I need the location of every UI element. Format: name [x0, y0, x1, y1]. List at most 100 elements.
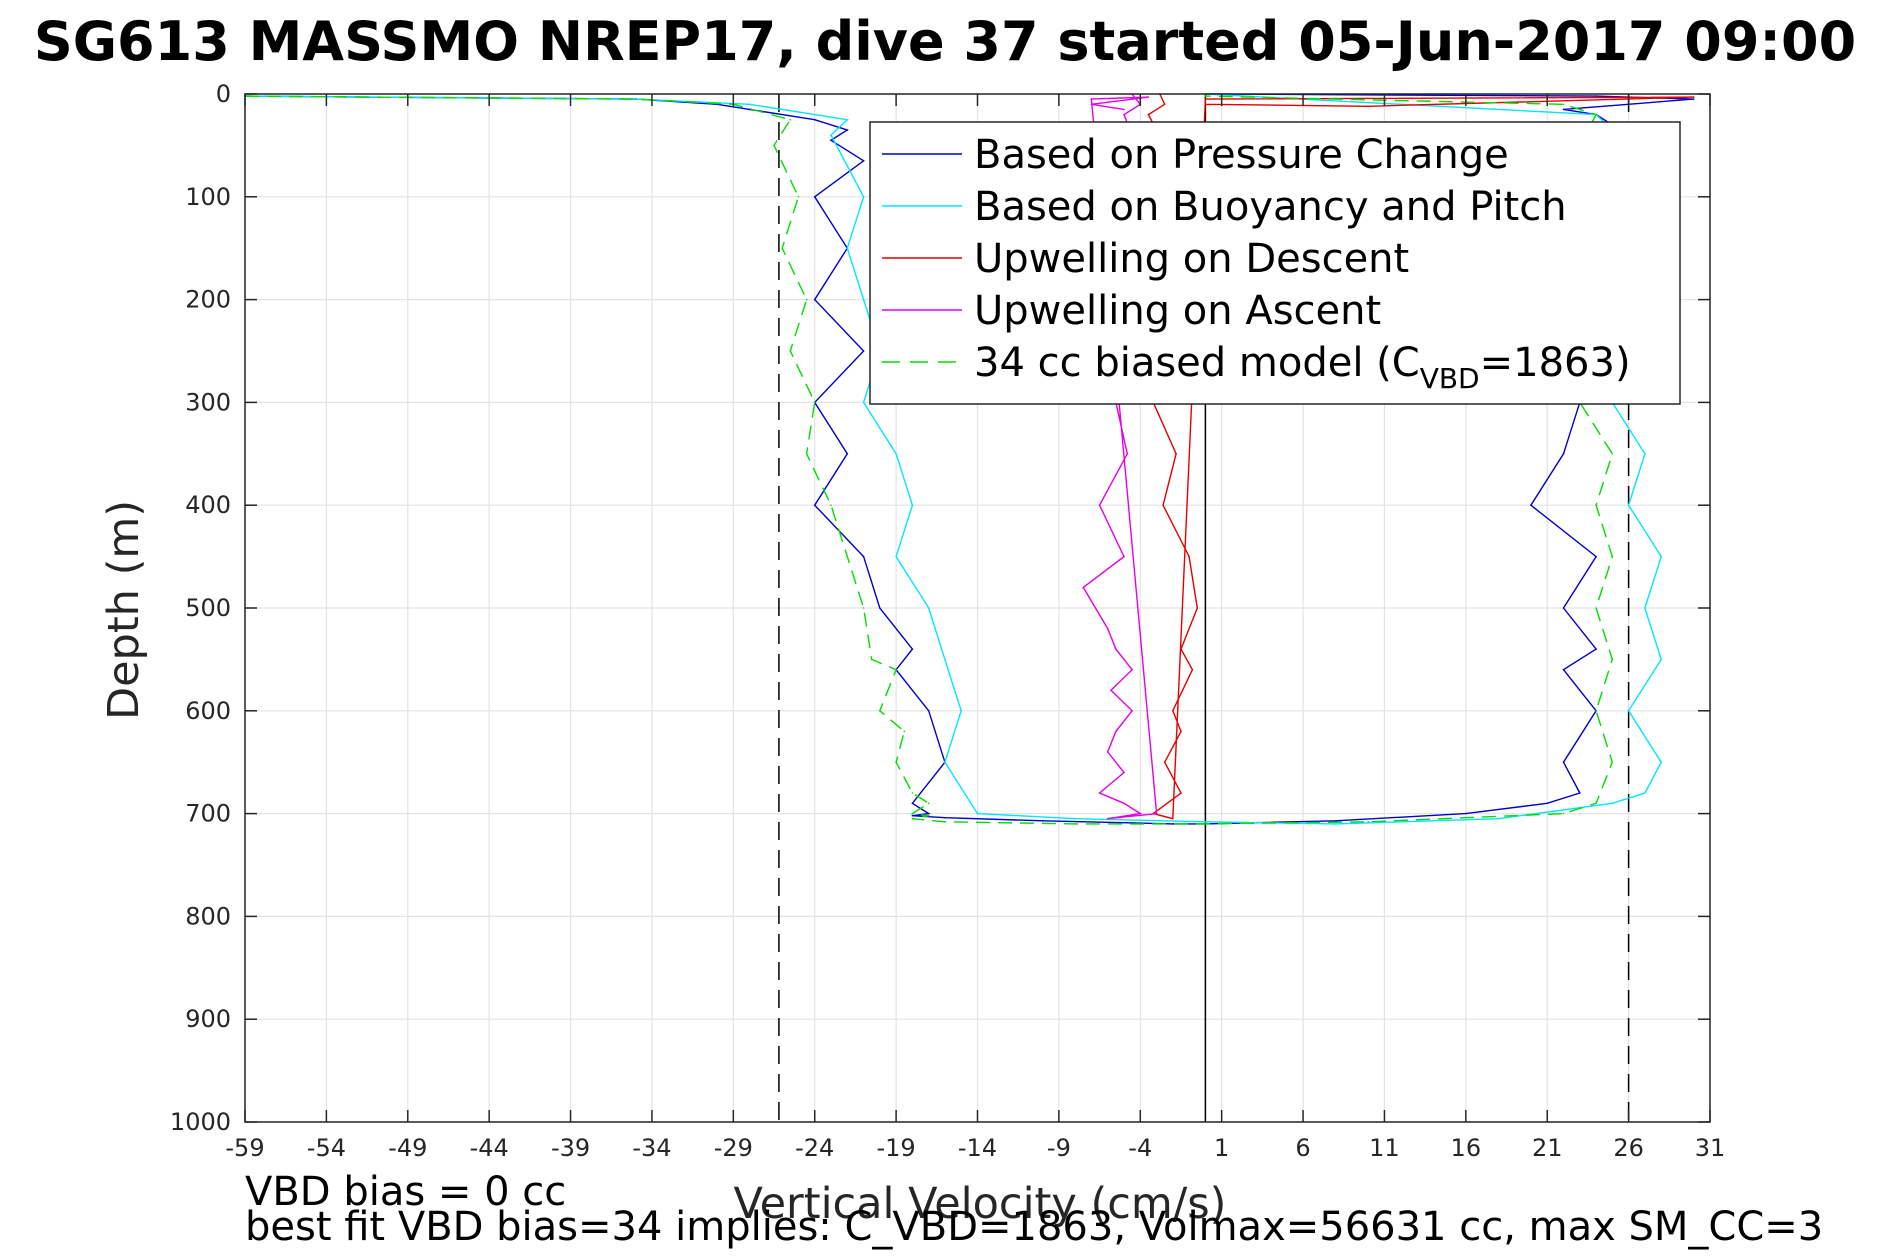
series-3-point	[1126, 453, 1129, 455]
y-tick-label: 600	[185, 697, 231, 725]
series-0-point	[1562, 607, 1565, 609]
series-0-point	[1562, 668, 1565, 671]
series-0-point	[846, 453, 849, 455]
series-4-point	[1204, 95, 1207, 97]
series-3-point	[1090, 98, 1093, 100]
series-3-point	[1123, 113, 1125, 116]
series-0-point	[911, 814, 914, 817]
series-1-point	[1611, 802, 1614, 805]
series-3-point	[1106, 627, 1109, 630]
series-1-point	[1627, 710, 1630, 712]
series-4-point	[927, 814, 930, 817]
y-tick-label: 700	[185, 800, 231, 828]
series-0-point	[830, 139, 832, 142]
x-tick-label: -34	[632, 1134, 671, 1162]
series-3-point	[1147, 96, 1150, 98]
series-0-point	[927, 812, 930, 815]
x-tick-label: -19	[877, 1134, 916, 1162]
series-2-point	[1191, 668, 1194, 671]
series-0-point	[927, 710, 930, 712]
legend-label-4: 34 cc biased model (CVBD=1863)	[974, 340, 1631, 395]
series-1-point	[895, 555, 897, 558]
series-1-point	[830, 134, 832, 136]
series-0-point	[1334, 820, 1337, 822]
series-4-point	[797, 196, 800, 198]
series-2-point	[1204, 98, 1207, 100]
series-2-point	[1172, 817, 1174, 820]
series-4-point	[1074, 823, 1076, 825]
series-line-3	[1082, 93, 1158, 820]
series-3-point	[1090, 103, 1093, 106]
series-0-point	[1546, 802, 1548, 805]
series-4-point	[634, 98, 637, 100]
series-0-point	[813, 298, 816, 301]
series-4-point	[862, 607, 865, 609]
series-0-point	[813, 118, 816, 121]
series-0-point	[911, 802, 914, 805]
series-3-point	[1131, 668, 1133, 671]
series-2-point	[1163, 103, 1166, 106]
series-0-point	[1692, 98, 1695, 100]
series-0-point	[1041, 820, 1044, 822]
legend-label-main: 34 cc biased model (C	[974, 340, 1420, 386]
series-4-point	[1595, 113, 1597, 116]
series-0-point	[1595, 95, 1597, 97]
series-4-point	[1611, 658, 1614, 661]
series-1-point	[1644, 792, 1646, 794]
series-1-point	[862, 298, 865, 301]
series-0-point	[1172, 823, 1174, 825]
series-4-point	[1595, 802, 1597, 805]
x-tick-label: 26	[1613, 1134, 1644, 1162]
series-1-point	[862, 196, 865, 198]
series-4-point	[895, 668, 897, 671]
x-tick-label: -54	[307, 1134, 346, 1162]
y-axis: 0 100 200 300 400 500 600 700 800 900 1000	[170, 80, 1710, 1136]
series-4-point	[1611, 555, 1614, 558]
x-tick-label: 21	[1532, 1134, 1563, 1162]
series-2-point	[1180, 792, 1182, 794]
x-tick-label: -44	[470, 1134, 509, 1162]
series-0-point	[879, 607, 881, 609]
series-4-point	[1595, 607, 1597, 609]
series-0-point	[1562, 453, 1565, 455]
series-1-point	[927, 607, 930, 609]
x-tick-label: 16	[1451, 1134, 1482, 1162]
series-3-point	[1098, 792, 1101, 794]
series-1-point	[846, 118, 849, 121]
series-3-point	[1098, 504, 1101, 507]
series-1-point	[1660, 658, 1662, 661]
series-4-point	[781, 247, 783, 249]
series-4-point	[1562, 103, 1565, 106]
x-axis: -59 -54 -49 -44 -39 -34 -29 -24 -19 -14 -9 -4 1 6 11 16…	[225, 94, 1725, 1162]
series-3-point	[1123, 555, 1125, 558]
series-2-point	[1147, 113, 1150, 116]
series-4-point	[805, 453, 808, 455]
series-1-point	[1644, 453, 1646, 455]
series-0-point	[911, 648, 914, 650]
series-4-point	[879, 710, 881, 712]
legend-label-end: =1863)	[1480, 340, 1631, 386]
series-1-point	[960, 710, 962, 712]
series-3-point	[1115, 648, 1117, 650]
series-2-point	[1180, 730, 1182, 733]
series-2-point	[1180, 648, 1182, 650]
series-4-point	[789, 350, 792, 352]
legend-label-1: Based on Buoyancy and Pitch	[974, 184, 1567, 230]
series-0-point	[1595, 555, 1597, 558]
legend-label-2: Upwelling on Descent	[974, 236, 1409, 282]
legend-label-3: Upwelling on Ascent	[974, 288, 1381, 334]
series-2-point	[1204, 103, 1207, 106]
y-tick-label: 200	[185, 286, 231, 314]
x-tick-label: -59	[225, 1134, 264, 1162]
series-2-point	[1196, 607, 1199, 609]
series-2-point	[1367, 105, 1369, 108]
x-tick-label: -4	[1128, 1134, 1152, 1162]
series-4-point	[805, 298, 808, 301]
series-2-point	[1163, 761, 1166, 763]
series-3-point	[1115, 730, 1117, 733]
series-4-point	[1611, 453, 1614, 455]
x-tick-label: -24	[795, 1134, 834, 1162]
series-4-point	[846, 555, 849, 558]
series-4-point	[773, 144, 775, 147]
